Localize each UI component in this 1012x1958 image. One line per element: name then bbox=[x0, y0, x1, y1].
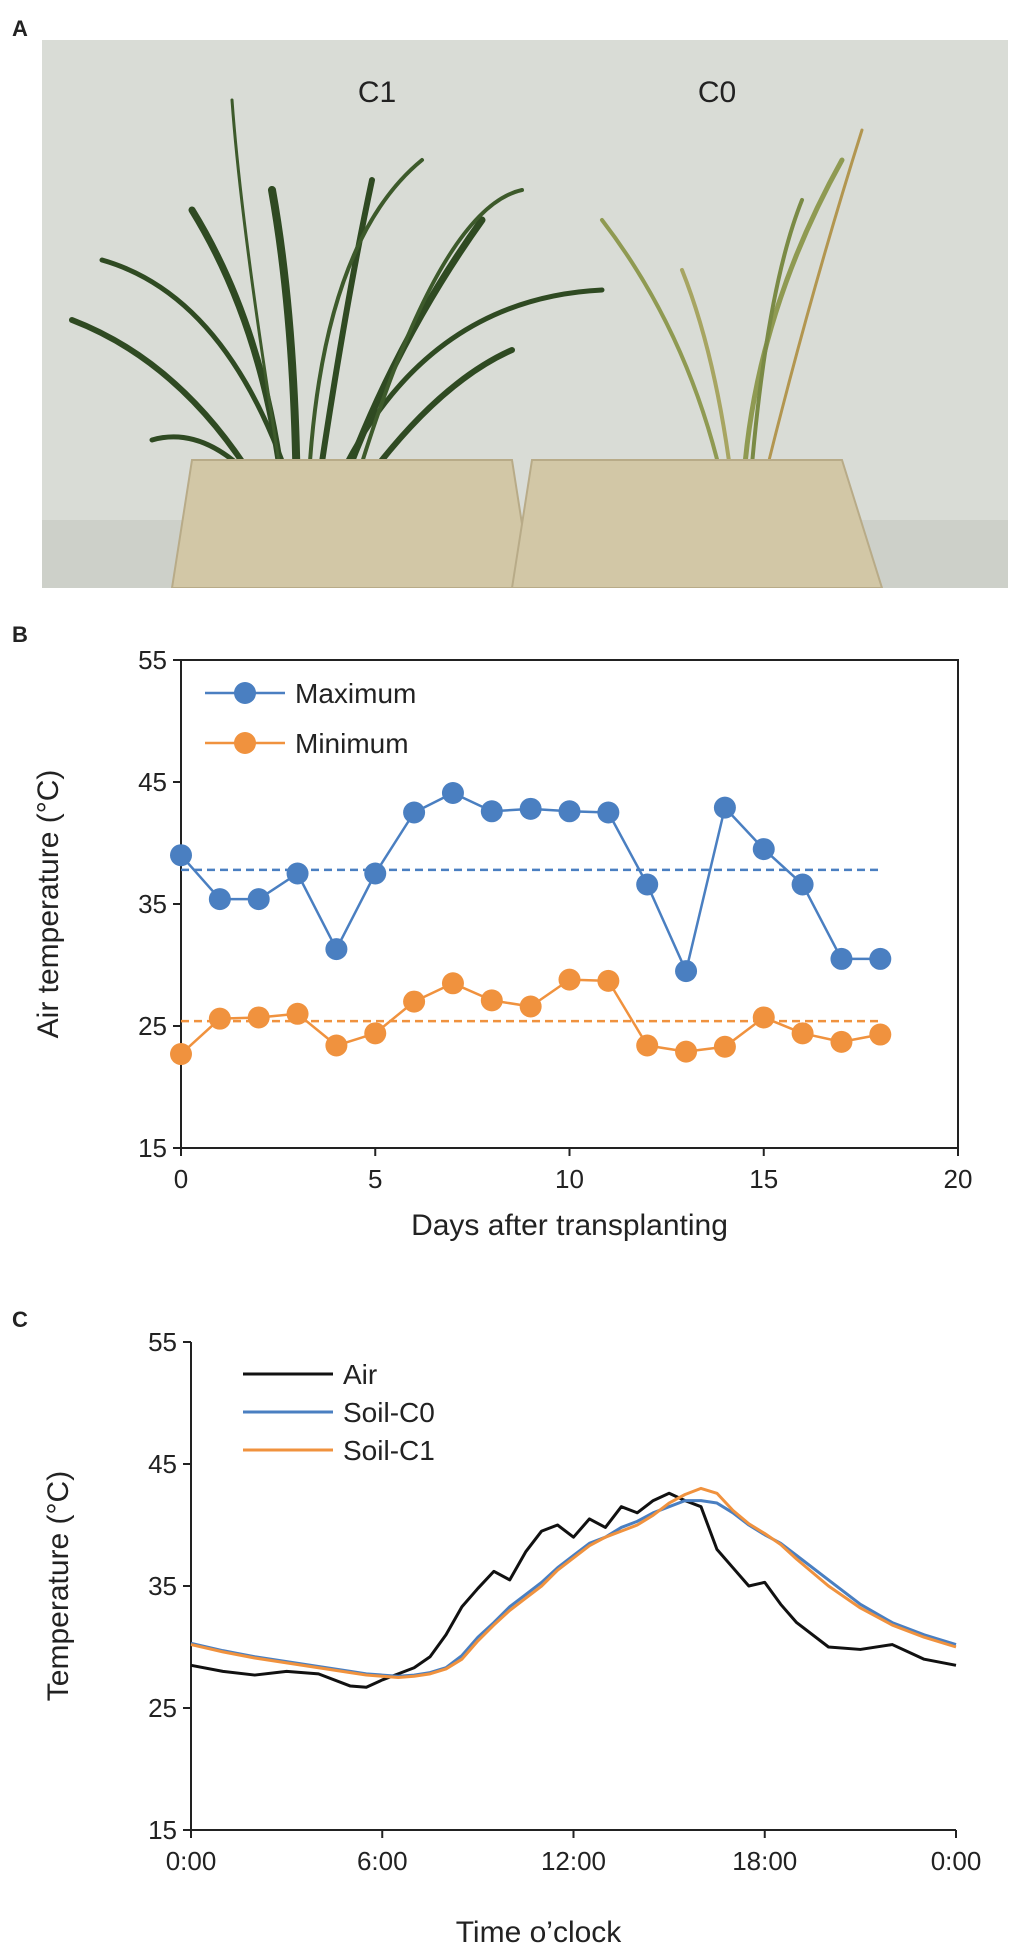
data-point bbox=[364, 1022, 387, 1045]
y-tick-label: 15 bbox=[138, 1133, 167, 1163]
data-point bbox=[480, 800, 503, 823]
panel-label-c: C bbox=[12, 1307, 28, 1332]
x-tick-label: 0:00 bbox=[166, 1846, 217, 1876]
data-point bbox=[364, 862, 387, 885]
data-point bbox=[441, 972, 464, 995]
legend-label: Air bbox=[343, 1359, 377, 1390]
data-point bbox=[713, 1035, 736, 1058]
data-point bbox=[286, 862, 309, 885]
y-tick-label: 45 bbox=[138, 767, 167, 797]
y-tick-label: 55 bbox=[138, 645, 167, 675]
y-tick-label: 45 bbox=[148, 1449, 177, 1479]
chart-c: 15 25 35 45 55 0:00 6:00 12:00 18:00 0:00 Time o’c… bbox=[42, 1327, 982, 1949]
panel-label-a: A bbox=[12, 16, 28, 41]
x-tick-label: 15 bbox=[749, 1164, 778, 1194]
photo-label-c0: C0 bbox=[698, 76, 736, 109]
legend-marker bbox=[234, 682, 256, 704]
data-point bbox=[675, 960, 698, 983]
x-tick-label: 0:00 bbox=[931, 1846, 982, 1876]
data-point bbox=[286, 1002, 309, 1025]
x-tick-label: 18:00 bbox=[732, 1846, 797, 1876]
plant-photo: C1 C0 bbox=[42, 40, 1008, 588]
series-line bbox=[190, 1491, 957, 1689]
series-air: Air bbox=[190, 1359, 957, 1689]
data-point bbox=[403, 990, 426, 1013]
y-axis-title: Temperature (°C) bbox=[42, 1471, 75, 1701]
data-point bbox=[791, 873, 814, 896]
y-tick-label: 35 bbox=[138, 889, 167, 919]
y-tick-label: 25 bbox=[138, 1011, 167, 1041]
data-point bbox=[441, 781, 464, 804]
data-point bbox=[403, 801, 426, 824]
data-point bbox=[636, 1034, 659, 1057]
series-maximum: Maximum bbox=[170, 678, 892, 983]
data-point bbox=[597, 801, 620, 824]
data-point bbox=[752, 1006, 775, 1029]
x-tick-label: 5 bbox=[368, 1164, 382, 1194]
pot-c1 bbox=[170, 459, 534, 588]
series-line bbox=[190, 1486, 957, 1679]
legend-marker bbox=[234, 732, 256, 754]
legend-label: Maximum bbox=[295, 678, 416, 709]
data-point bbox=[791, 1022, 814, 1045]
x-axis-title: Days after transplanting bbox=[411, 1209, 728, 1242]
y-tick-label: 35 bbox=[148, 1571, 177, 1601]
y-axis-title: Air temperature (°C) bbox=[32, 770, 65, 1039]
data-point bbox=[752, 838, 775, 861]
series-soil-c1: Soil-C1 bbox=[190, 1435, 957, 1679]
series-line bbox=[190, 1499, 957, 1678]
data-point bbox=[713, 796, 736, 819]
data-point bbox=[247, 888, 270, 911]
data-point bbox=[325, 1034, 348, 1057]
data-point bbox=[247, 1006, 270, 1029]
data-point bbox=[869, 947, 892, 970]
legend-label: Soil-C1 bbox=[343, 1435, 435, 1466]
x-tick-label: 12:00 bbox=[541, 1846, 606, 1876]
data-point bbox=[325, 938, 348, 961]
panel-label-b: B bbox=[12, 622, 28, 647]
x-tick-label: 6:00 bbox=[357, 1846, 408, 1876]
data-point bbox=[519, 797, 542, 820]
data-point bbox=[869, 1023, 892, 1046]
data-point bbox=[558, 968, 581, 991]
data-point bbox=[170, 844, 192, 867]
data-point bbox=[636, 873, 659, 896]
data-point bbox=[830, 947, 853, 970]
photo-label-c1: C1 bbox=[358, 76, 396, 109]
y-tick-label: 15 bbox=[148, 1815, 177, 1845]
data-point bbox=[519, 995, 542, 1018]
data-point bbox=[208, 888, 231, 911]
y-tick-label: 25 bbox=[148, 1693, 177, 1723]
x-tick-label: 20 bbox=[944, 1164, 973, 1194]
data-point bbox=[830, 1030, 853, 1053]
data-point bbox=[558, 800, 581, 823]
data-point bbox=[208, 1007, 231, 1030]
x-axis-title: Time o’clock bbox=[456, 1916, 623, 1949]
x-tick-label: 10 bbox=[555, 1164, 584, 1194]
y-tick-label: 55 bbox=[148, 1327, 177, 1357]
chart-b: 15 25 35 45 55 0 5 10 15 20 Days after transplanti… bbox=[32, 645, 973, 1242]
data-point bbox=[597, 969, 620, 992]
legend-label: Soil-C0 bbox=[343, 1397, 435, 1428]
legend-label: Minimum bbox=[295, 728, 409, 759]
data-point bbox=[170, 1043, 192, 1066]
pot-c0 bbox=[510, 459, 884, 588]
series-minimum: Minimum bbox=[170, 728, 892, 1066]
x-tick-label: 0 bbox=[174, 1164, 188, 1194]
data-point bbox=[675, 1040, 698, 1063]
data-point bbox=[480, 989, 503, 1012]
